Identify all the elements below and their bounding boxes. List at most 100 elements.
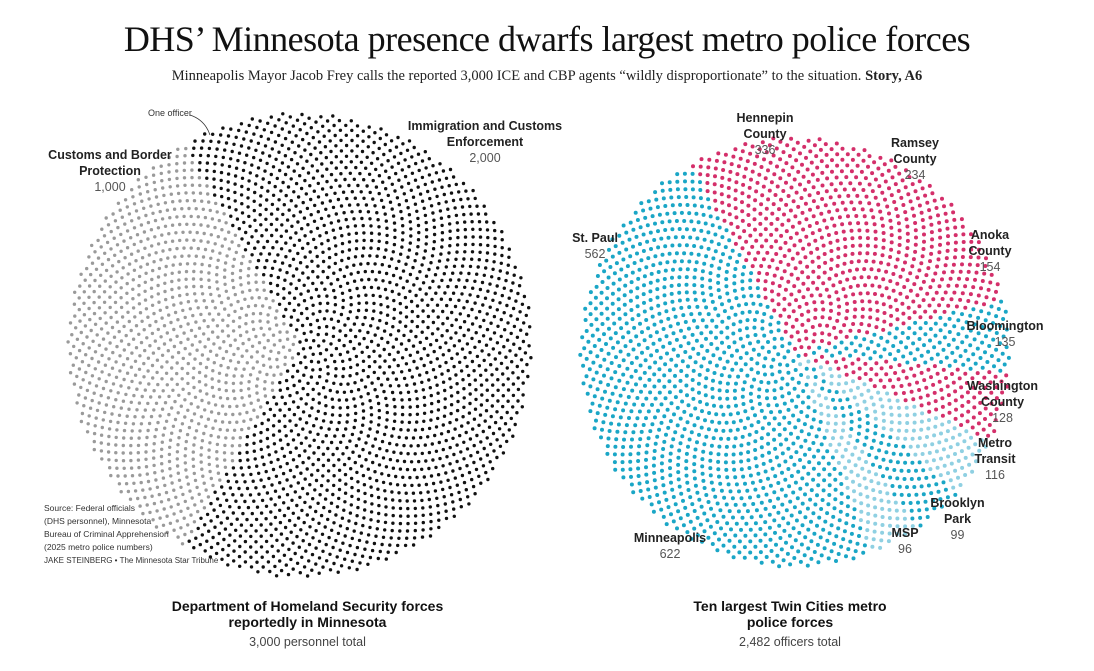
officer-dot-ramsey-county [865,236,870,241]
officer-dot-immigration-and-customs-enforcement [378,354,382,358]
officer-dot-customs-and-border-protection [92,300,96,305]
officer-dot-immigration-and-customs-enforcement [233,199,237,203]
officer-dot-minneapolis [716,452,721,457]
officer-dot-washington-county [971,415,976,420]
officer-dot-bloomington [972,337,977,342]
officer-dot-minneapolis [811,477,816,482]
officer-dot-immigration-and-customs-enforcement [344,165,348,170]
officer-dot-st-paul [629,280,634,285]
officer-dot-minneapolis [645,443,650,448]
officer-dot-immigration-and-customs-enforcement [342,274,347,279]
officer-dot-msp [848,434,853,439]
officer-dot-ramsey-county [842,261,847,266]
officer-dot-immigration-and-customs-enforcement [406,514,410,518]
officer-dot-st-paul [699,228,704,233]
officer-dot-immigration-and-customs-enforcement [482,204,486,208]
officer-dot-immigration-and-customs-enforcement [350,485,354,490]
officer-dot-customs-and-border-protection [257,341,262,345]
officer-dot-immigration-and-customs-enforcement [519,328,523,332]
officer-dot-minneapolis [724,452,729,457]
officer-dot-immigration-and-customs-enforcement [296,352,301,356]
officer-dot-minneapolis [734,381,738,386]
officer-dot-hennepin-county [791,309,796,314]
officer-dot-minneapolis [728,412,733,417]
officer-dot-anoka-county [827,332,832,337]
officer-dot-msp [858,492,863,497]
officer-dot-ramsey-county [903,260,907,265]
officer-dot-minneapolis [851,523,856,528]
officer-dot-immigration-and-customs-enforcement [442,495,446,499]
officer-dot-customs-and-border-protection [127,407,131,411]
officer-dot-customs-and-border-protection [75,374,79,379]
officer-dot-immigration-and-customs-enforcement [278,268,282,272]
officer-dot-immigration-and-customs-enforcement [456,390,460,395]
officer-dot-immigration-and-customs-enforcement [245,435,250,439]
officer-dot-customs-and-border-protection [183,499,187,504]
officer-dot-minneapolis [637,409,642,414]
officer-dot-immigration-and-customs-enforcement [390,289,394,294]
officer-dot-hennepin-county [811,185,816,190]
officer-dot-immigration-and-customs-enforcement [384,557,388,561]
officer-dot-immigration-and-customs-enforcement [298,210,303,214]
officer-dot-customs-and-border-protection [74,356,79,360]
officer-dot-immigration-and-customs-enforcement [423,182,427,187]
officer-dot-customs-and-border-protection [207,264,212,268]
officer-dot-immigration-and-customs-enforcement [282,414,287,418]
officer-dot-immigration-and-customs-enforcement [329,172,334,177]
officer-dot-minneapolis [815,493,819,498]
officer-dot-immigration-and-customs-enforcement [381,535,386,539]
officer-dot-immigration-and-customs-enforcement [407,338,411,343]
officer-dot-brooklyn-park [879,441,884,445]
officer-dot-customs-and-border-protection [170,287,174,292]
officer-dot-customs-and-border-protection [111,350,115,355]
officer-dot-bloomington [839,340,844,345]
officer-dot-immigration-and-customs-enforcement [256,141,261,145]
officer-dot-customs-and-border-protection [215,324,220,328]
officer-dot-immigration-and-customs-enforcement [329,185,333,189]
officer-dot-customs-and-border-protection [185,292,189,297]
officer-dot-brooklyn-park [906,452,911,457]
officer-dot-minneapolis [809,488,814,493]
officer-dot-customs-and-border-protection [108,419,113,424]
officer-dot-immigration-and-customs-enforcement [390,182,394,186]
officer-dot-immigration-and-customs-enforcement [383,497,388,501]
officer-dot-customs-and-border-protection [185,199,189,203]
officer-dot-washington-county [850,361,855,366]
officer-dot-customs-and-border-protection [154,195,159,199]
officer-dot-anoka-county [912,282,917,287]
officer-dot-minneapolis [749,384,754,389]
officer-dot-minneapolis [786,407,791,412]
officer-dot-st-paul [621,372,626,377]
officer-dot-customs-and-border-protection [144,443,148,447]
officer-dot-msp [855,473,860,478]
officer-dot-hennepin-county [765,250,770,255]
officer-dot-customs-and-border-protection [151,376,155,380]
officer-dot-immigration-and-customs-enforcement [365,345,369,349]
officer-dot-ramsey-county [864,194,869,199]
officer-dot-st-paul [722,366,727,371]
officer-dot-immigration-and-customs-enforcement [349,365,353,370]
officer-dot-minneapolis [785,382,790,387]
officer-dot-st-paul [691,368,696,373]
officer-dot-bloomington [849,341,854,346]
officer-dot-customs-and-border-protection [130,429,134,433]
officer-dot-minneapolis [767,450,771,455]
officer-dot-customs-and-border-protection [219,300,224,305]
officer-dot-customs-and-border-protection [123,222,127,226]
officer-dot-customs-and-border-protection [178,262,182,266]
officer-dot-immigration-and-customs-enforcement [286,572,291,577]
officer-dot-hennepin-county [786,279,791,284]
officer-dot-immigration-and-customs-enforcement [354,521,358,526]
officer-dot-st-paul [649,306,654,311]
officer-dot-hennepin-county [767,188,772,193]
officer-dot-immigration-and-customs-enforcement [429,393,433,398]
officer-dot-immigration-and-customs-enforcement [310,552,315,557]
officer-dot-metro-transit [927,450,932,455]
officer-dot-customs-and-border-protection [148,323,152,328]
officer-dot-minneapolis [809,519,813,524]
officer-dot-customs-and-border-protection [85,335,89,339]
officer-dot-metro-transit [946,454,951,459]
officer-dot-customs-and-border-protection [262,363,266,367]
officer-dot-immigration-and-customs-enforcement [274,402,279,406]
officer-dot-immigration-and-customs-enforcement [378,318,382,323]
